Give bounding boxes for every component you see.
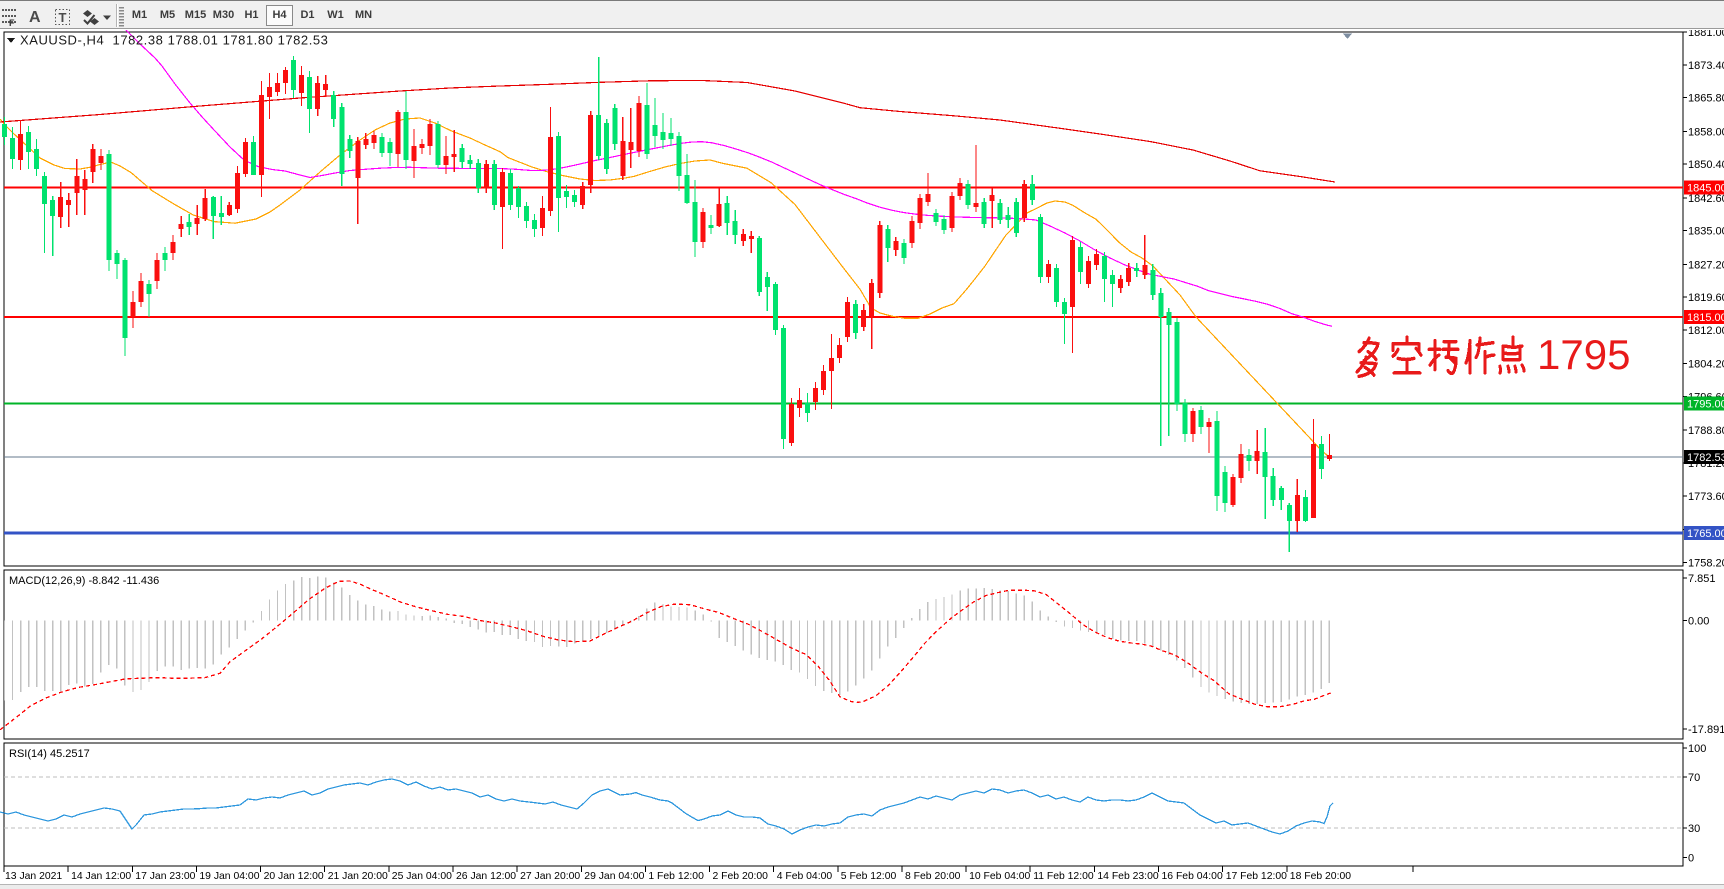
svg-text:29 Jan 04:00: 29 Jan 04:00 [584, 871, 644, 882]
svg-text:1 Feb 12:00: 1 Feb 12:00 [648, 871, 704, 882]
svg-text:1881.00: 1881.00 [1688, 30, 1724, 39]
svg-text:16 Feb 04:00: 16 Feb 04:00 [1162, 871, 1223, 882]
svg-text:1804.20: 1804.20 [1688, 359, 1724, 371]
svg-text:8 Feb 20:00: 8 Feb 20:00 [905, 871, 961, 882]
svg-text:1795.00: 1795.00 [1687, 398, 1724, 410]
svg-text:A: A [29, 9, 41, 26]
svg-text:1865.80: 1865.80 [1688, 93, 1724, 105]
svg-text:-17.891: -17.891 [1688, 724, 1724, 736]
svg-text:14 Feb 23:00: 14 Feb 23:00 [1097, 871, 1158, 882]
svg-text:1812.00: 1812.00 [1688, 325, 1724, 337]
svg-text:13 Jan 2021: 13 Jan 2021 [5, 871, 62, 882]
svg-text:30: 30 [1688, 823, 1700, 835]
svg-text:0: 0 [1688, 853, 1694, 865]
svg-text:21 Jan 20:00: 21 Jan 20:00 [328, 871, 388, 882]
svg-text:0.00: 0.00 [1688, 616, 1709, 628]
svg-text:14 Jan 12:00: 14 Jan 12:00 [71, 871, 131, 882]
svg-text:RSI(14) 45.2517: RSI(14) 45.2517 [9, 748, 90, 760]
svg-text:1858.00: 1858.00 [1688, 126, 1724, 138]
svg-text:70: 70 [1688, 772, 1700, 784]
svg-text:1873.40: 1873.40 [1688, 60, 1724, 72]
svg-text:1827.20: 1827.20 [1688, 259, 1724, 271]
svg-text:XAUUSD-,H4 1782.38 1788.01 17: XAUUSD-,H4 1782.38 1788.01 1781.80 1782.… [20, 33, 328, 48]
svg-text:F: F [9, 18, 15, 28]
svg-text:17 Jan 23:00: 17 Jan 23:00 [135, 871, 195, 882]
svg-text:25 Jan 04:00: 25 Jan 04:00 [392, 871, 452, 882]
svg-text:1765.00: 1765.00 [1687, 528, 1724, 540]
svg-text:20 Jan 12:00: 20 Jan 12:00 [264, 871, 324, 882]
svg-text:1815.00: 1815.00 [1687, 312, 1724, 324]
svg-text:1835.00: 1835.00 [1688, 226, 1724, 238]
svg-text:11 Feb 12:00: 11 Feb 12:00 [1033, 871, 1094, 882]
svg-text:10 Feb 04:00: 10 Feb 04:00 [969, 871, 1030, 882]
svg-text:T: T [59, 10, 67, 25]
svg-text:1773.60: 1773.60 [1688, 491, 1724, 503]
svg-text:MACD(12,26,9) -8.842 -11.436: MACD(12,26,9) -8.842 -11.436 [9, 575, 159, 587]
svg-text:1819.60: 1819.60 [1688, 292, 1724, 304]
svg-text:1788.80: 1788.80 [1688, 425, 1724, 437]
svg-text:1795: 1795 [1537, 331, 1630, 378]
svg-text:7.851: 7.851 [1688, 573, 1716, 585]
svg-text:18 Feb 20:00: 18 Feb 20:00 [1290, 871, 1351, 882]
svg-text:19 Jan 04:00: 19 Jan 04:00 [199, 871, 259, 882]
svg-text:1850.40: 1850.40 [1688, 159, 1724, 171]
svg-text:1842.60: 1842.60 [1688, 193, 1724, 205]
svg-text:1758.20: 1758.20 [1688, 557, 1724, 569]
svg-text:17 Feb 12:00: 17 Feb 12:00 [1226, 871, 1287, 882]
svg-text:100: 100 [1688, 743, 1706, 755]
svg-text:27 Jan 20:00: 27 Jan 20:00 [520, 871, 580, 882]
svg-text:26 Jan 12:00: 26 Jan 12:00 [456, 871, 516, 882]
svg-text:5 Feb 12:00: 5 Feb 12:00 [841, 871, 897, 882]
svg-text:2 Feb 20:00: 2 Feb 20:00 [713, 871, 769, 882]
svg-text:1845.00: 1845.00 [1687, 183, 1724, 195]
svg-text:1782.53: 1782.53 [1687, 452, 1724, 464]
svg-text:4 Feb 04:00: 4 Feb 04:00 [777, 871, 833, 882]
